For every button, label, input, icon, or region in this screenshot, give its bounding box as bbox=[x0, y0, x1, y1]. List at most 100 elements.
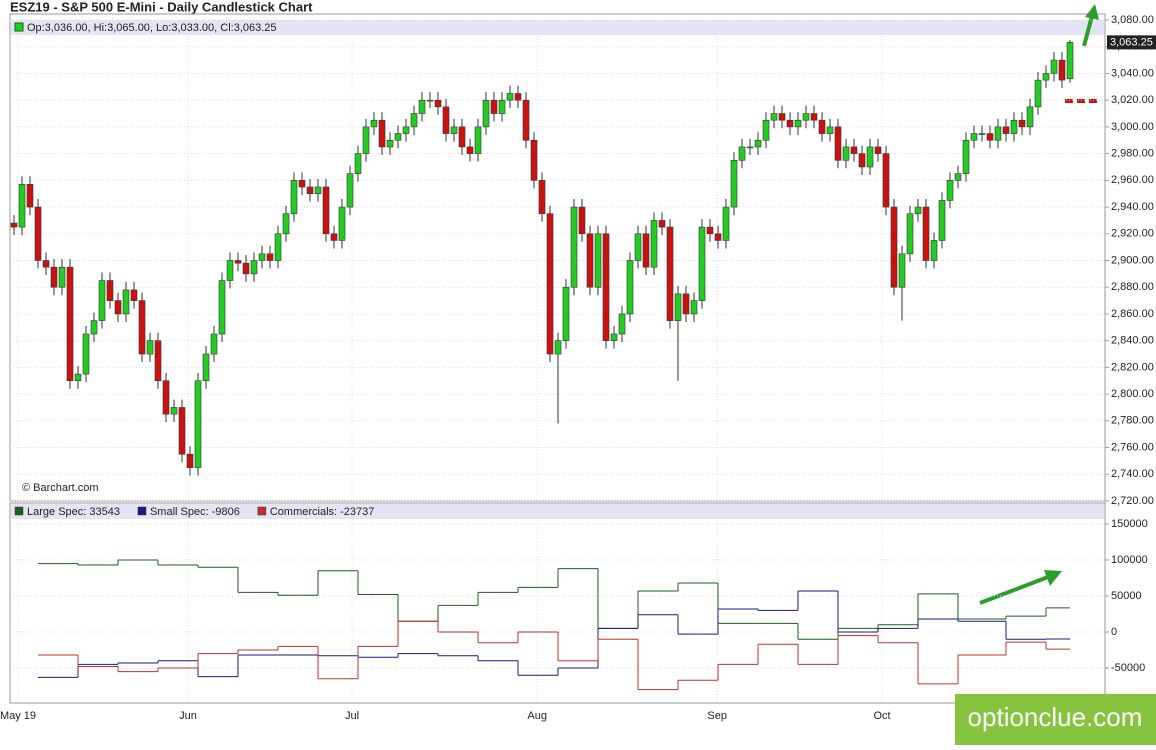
candle-body bbox=[314, 186, 322, 194]
watermark-box bbox=[955, 694, 1156, 745]
candle-body bbox=[290, 180, 298, 215]
candle-body bbox=[274, 233, 282, 261]
candle-body bbox=[834, 126, 842, 161]
candle-body bbox=[138, 300, 146, 355]
candle-body bbox=[402, 126, 410, 134]
x-tick-label: Jul bbox=[345, 710, 359, 722]
candle-body bbox=[714, 233, 722, 241]
candle-body bbox=[858, 153, 866, 168]
arrows bbox=[979, 4, 1099, 605]
y-tick-label: 2,820.00 bbox=[1111, 361, 1154, 373]
candle-body bbox=[578, 206, 586, 235]
candle-body bbox=[82, 333, 90, 375]
candle-body bbox=[170, 407, 178, 415]
last-price-box bbox=[1107, 35, 1156, 50]
candle-body bbox=[194, 380, 202, 468]
candle-body bbox=[994, 126, 1002, 141]
y-tick-label: 2,740.00 bbox=[1111, 468, 1154, 480]
candle-body bbox=[162, 380, 170, 415]
candle-body bbox=[898, 253, 906, 288]
source: © Barchart.com bbox=[22, 482, 99, 494]
legend-swatch bbox=[137, 506, 147, 516]
candle-body bbox=[74, 373, 82, 382]
cot-panel bbox=[9, 502, 1106, 704]
candle-body bbox=[338, 206, 346, 241]
candle-body bbox=[938, 200, 946, 241]
candle-body bbox=[738, 146, 746, 161]
candle-body bbox=[634, 233, 642, 261]
candle-body bbox=[842, 146, 850, 161]
candle-body bbox=[522, 99, 530, 141]
y-tick-label: 2,760.00 bbox=[1111, 441, 1154, 453]
candle-body bbox=[826, 126, 834, 134]
candle-body bbox=[154, 340, 162, 382]
y-tick-label: 3,080.00 bbox=[1111, 14, 1154, 26]
y-tick-label: 2,860.00 bbox=[1111, 308, 1154, 320]
candle-body bbox=[42, 260, 50, 268]
candle-body bbox=[490, 99, 498, 114]
candle-body bbox=[562, 286, 570, 341]
y-tick-label: 2,920.00 bbox=[1111, 228, 1154, 240]
candle-body bbox=[258, 253, 266, 261]
candle-body bbox=[346, 173, 354, 208]
candle-body bbox=[546, 213, 554, 355]
x-tick-label: Aug bbox=[527, 710, 547, 722]
candle-body bbox=[202, 353, 210, 382]
candle-body bbox=[722, 206, 730, 241]
candle-body bbox=[354, 153, 362, 174]
candle-body bbox=[882, 153, 890, 208]
ohlc-swatch bbox=[14, 22, 24, 32]
candle-body bbox=[514, 93, 522, 101]
candle-body bbox=[1018, 119, 1026, 128]
candle-body bbox=[682, 293, 690, 315]
y-tick-label: 2,800.00 bbox=[1111, 388, 1154, 400]
candle-body bbox=[186, 453, 194, 468]
candle-body bbox=[610, 333, 618, 341]
candle-body bbox=[530, 139, 538, 181]
candle-body bbox=[442, 106, 450, 134]
y-tick-label: 2,880.00 bbox=[1111, 281, 1154, 293]
candle-body bbox=[730, 159, 738, 208]
legend-label: Small Spec: -9806 bbox=[150, 506, 240, 518]
chart-title: ESZ19 - S&P 500 E-Mini - Daily Candlesti… bbox=[10, 0, 313, 14]
y-tick-label: 2,940.00 bbox=[1111, 201, 1154, 213]
candle-body bbox=[114, 300, 122, 315]
candle-body bbox=[810, 113, 818, 121]
candle-body bbox=[322, 186, 330, 235]
candle-body bbox=[818, 119, 826, 134]
y-tick-label: 3,040.00 bbox=[1111, 67, 1154, 79]
candle-body bbox=[106, 280, 114, 301]
candle-body bbox=[1002, 126, 1010, 134]
x-tick-label: May 19 bbox=[0, 710, 36, 722]
candle-body bbox=[242, 262, 250, 275]
candle-body bbox=[218, 280, 226, 335]
candle-body bbox=[962, 139, 970, 174]
candle-body bbox=[930, 240, 938, 261]
candle-body bbox=[18, 184, 26, 228]
candle-body bbox=[146, 340, 154, 355]
candle-body bbox=[594, 233, 602, 288]
candle-body bbox=[58, 266, 66, 288]
candle-body bbox=[674, 293, 682, 321]
y-tick-label: 2,720.00 bbox=[1111, 495, 1154, 507]
legend-swatch bbox=[14, 506, 24, 516]
cot-legend-strip bbox=[11, 504, 1104, 519]
candle-body bbox=[946, 180, 954, 201]
candle-body bbox=[10, 222, 18, 228]
candle-body bbox=[986, 133, 994, 141]
candle-body bbox=[1034, 79, 1042, 108]
candle-body bbox=[618, 313, 626, 335]
candle-body bbox=[1066, 42, 1074, 80]
candle-body bbox=[770, 113, 778, 121]
y-tick-label: 0 bbox=[1111, 626, 1117, 638]
legend-swatch bbox=[257, 506, 267, 516]
candle-body bbox=[506, 93, 514, 101]
candle-body bbox=[482, 99, 490, 128]
candle-body bbox=[130, 289, 138, 301]
candle-body bbox=[90, 320, 98, 335]
x-tick-label: Oct bbox=[873, 710, 890, 722]
candle-body bbox=[890, 206, 898, 288]
candle-body bbox=[642, 233, 650, 268]
candle-body bbox=[394, 133, 402, 141]
